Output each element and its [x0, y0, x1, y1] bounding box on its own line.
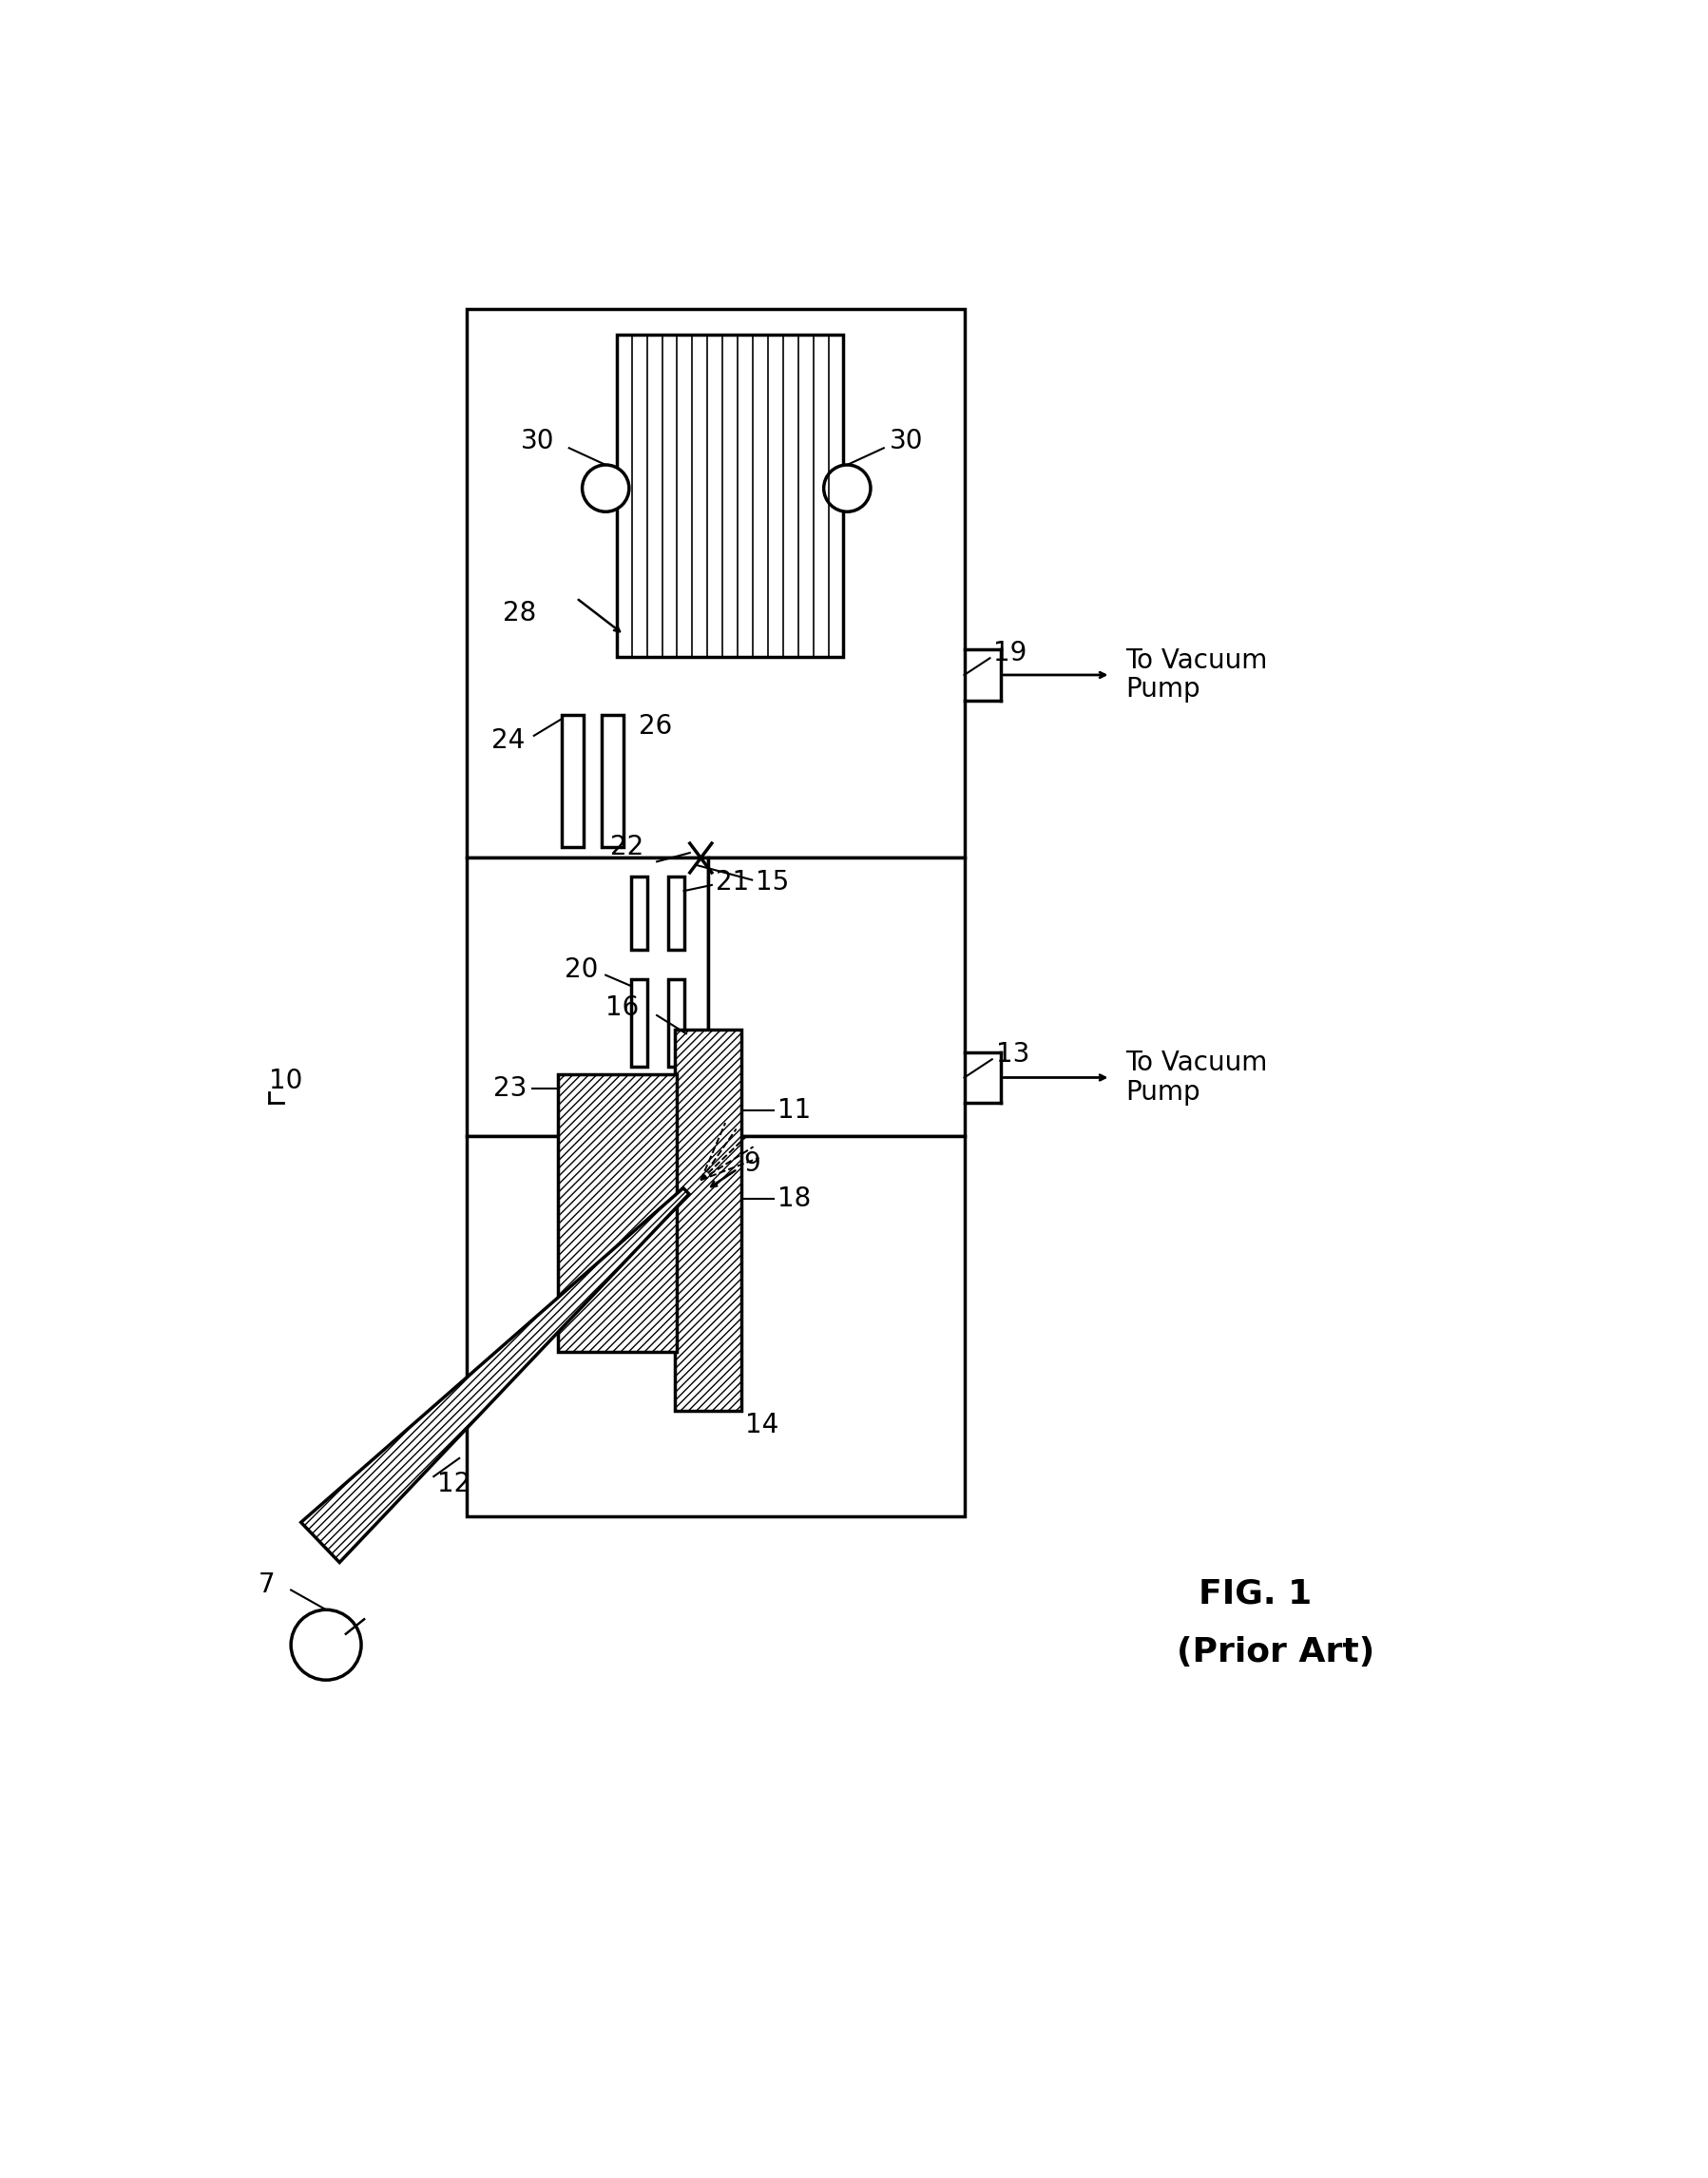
Text: FIG. 1: FIG. 1 — [1199, 1577, 1312, 1610]
Text: 18: 18 — [777, 1185, 811, 1211]
Bar — [668, 978, 683, 1067]
Circle shape — [290, 1610, 360, 1679]
Text: To Vacuum: To Vacuum — [1126, 647, 1267, 673]
Text: 20: 20 — [565, 956, 598, 982]
Text: 30: 30 — [521, 429, 555, 455]
Text: 12: 12 — [437, 1470, 471, 1496]
Bar — [466, 309, 965, 858]
Text: (Prior Art): (Prior Art) — [1177, 1636, 1375, 1668]
Text: 24: 24 — [492, 727, 524, 754]
Bar — [632, 876, 647, 950]
Text: 14: 14 — [745, 1411, 779, 1440]
Bar — [601, 714, 623, 847]
Text: 30: 30 — [890, 429, 924, 455]
Text: 23: 23 — [494, 1076, 526, 1102]
Bar — [466, 1137, 965, 1516]
Polygon shape — [301, 1187, 688, 1562]
Text: 13: 13 — [996, 1041, 1030, 1067]
Bar — [709, 858, 965, 1137]
Bar — [675, 1030, 741, 1411]
Text: 28: 28 — [504, 599, 536, 625]
Bar — [559, 1074, 676, 1353]
Text: 19: 19 — [994, 640, 1027, 666]
Text: 21: 21 — [716, 869, 748, 895]
Bar — [668, 876, 683, 950]
Text: To Vacuum: To Vacuum — [1126, 1050, 1267, 1076]
Circle shape — [823, 464, 871, 512]
Circle shape — [582, 464, 629, 512]
Text: 26: 26 — [639, 712, 671, 741]
Text: Pump: Pump — [1126, 677, 1201, 703]
Bar — [466, 858, 709, 1137]
Text: 11: 11 — [777, 1098, 811, 1124]
Text: Pump: Pump — [1126, 1078, 1201, 1106]
Text: 10: 10 — [268, 1067, 302, 1096]
Bar — [632, 978, 647, 1067]
Text: 15: 15 — [755, 869, 789, 895]
Text: 7: 7 — [258, 1573, 275, 1599]
Text: 22: 22 — [610, 834, 644, 860]
Text: 9: 9 — [743, 1150, 760, 1176]
Text: 16: 16 — [605, 995, 639, 1021]
Bar — [617, 335, 844, 656]
Bar — [562, 714, 584, 847]
